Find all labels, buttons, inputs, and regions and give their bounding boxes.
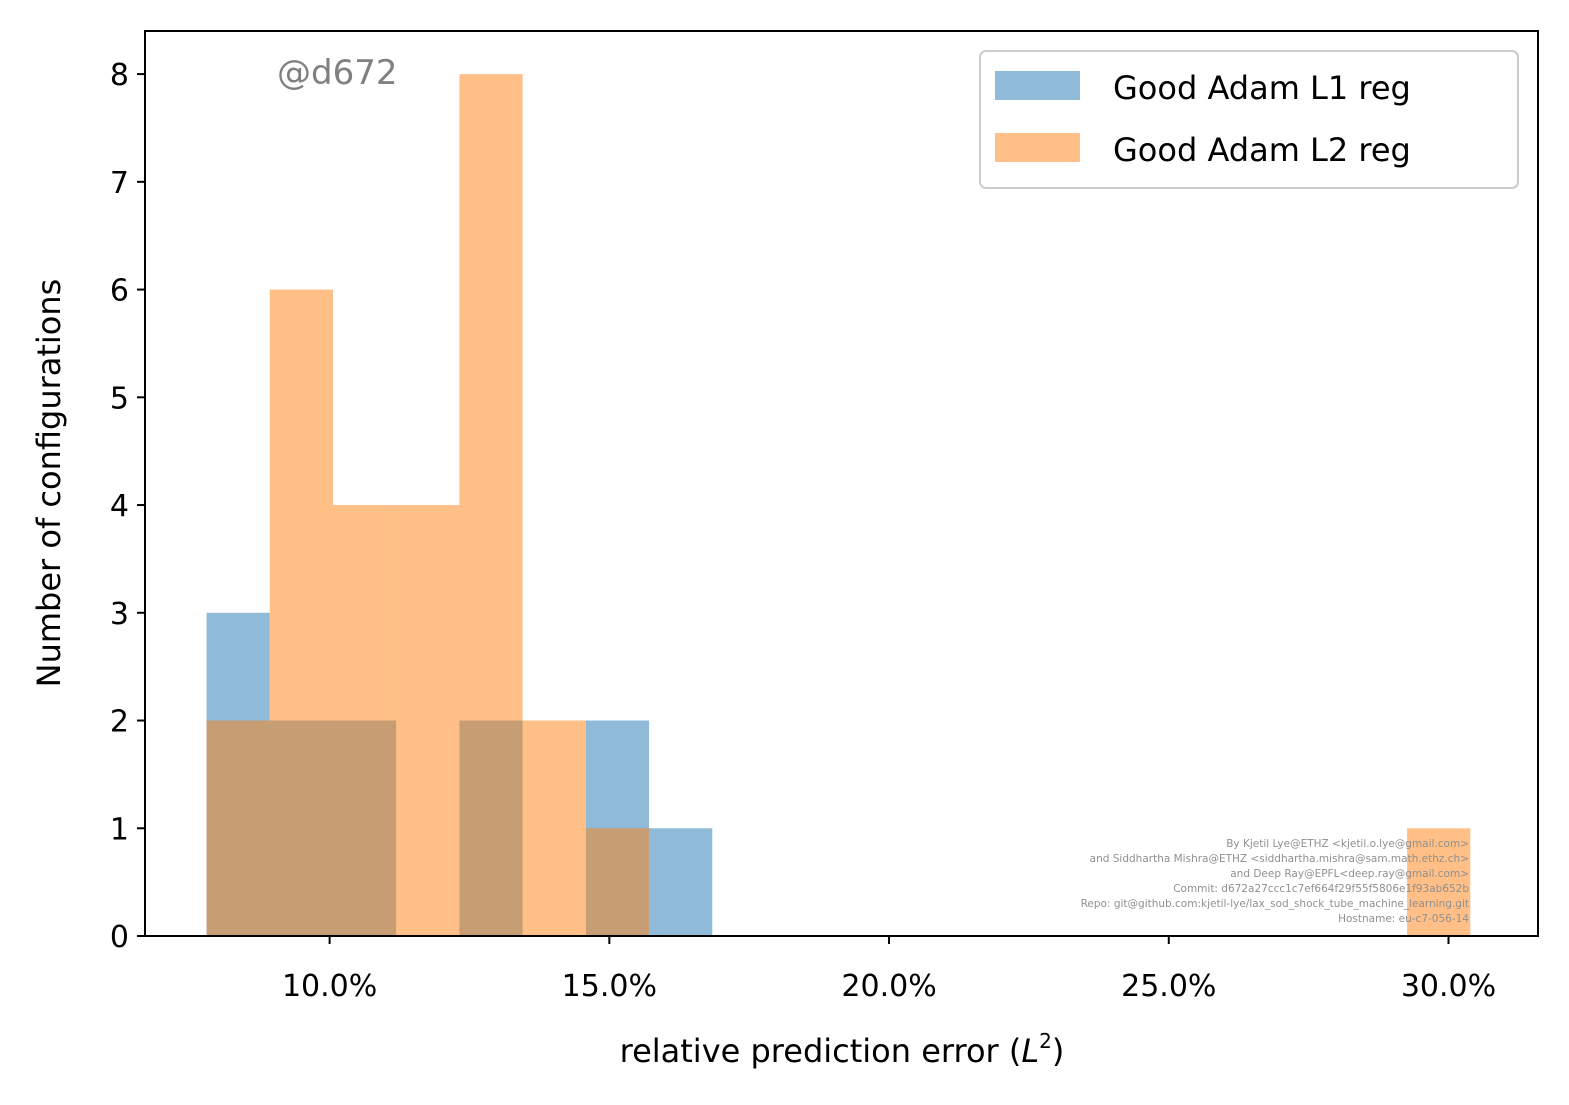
legend-swatch-l2 bbox=[995, 133, 1080, 162]
y-tick-label: 4 bbox=[110, 489, 129, 524]
y-tick-label: 0 bbox=[110, 920, 129, 955]
y-tick-label: 2 bbox=[110, 705, 129, 740]
commit-stamp: @d672 bbox=[277, 53, 397, 93]
x-tick-label: 20.0% bbox=[841, 969, 936, 1004]
y-tick-label: 7 bbox=[110, 166, 129, 201]
y-tick-label: 3 bbox=[110, 597, 129, 632]
legend-swatch-l1 bbox=[995, 71, 1080, 100]
plot-frame bbox=[144, 30, 1539, 937]
bar-series-1-bin-8 bbox=[649, 828, 713, 936]
y-axis-ticks: 0 1 2 3 4 5 6 7 8 bbox=[110, 58, 145, 955]
y-axis-label: Number of configurations bbox=[30, 279, 68, 688]
credits-block: By Kjetil Lye@ETHZ <kjetil.o.lye@gmail.c… bbox=[1081, 838, 1470, 925]
bar-series-2-bin-2 bbox=[269, 289, 333, 936]
bar-series-2-bin-3 bbox=[332, 505, 397, 936]
bar-series-2-bin-6 bbox=[522, 720, 586, 936]
y-tick-label: 6 bbox=[110, 274, 129, 309]
legend: Good Adam L1 reg Good Adam L2 reg bbox=[979, 50, 1519, 189]
x-axis-ticks: 10.0% 15.0% 20.0% 25.0% 30.0% bbox=[282, 936, 1496, 1004]
legend-label-l1: Good Adam L1 reg bbox=[1113, 69, 1411, 107]
bar-series-2-bin-8 bbox=[1407, 828, 1471, 936]
x-axis-label: relative prediction error (L2) bbox=[620, 1029, 1065, 1070]
credit-line: By Kjetil Lye@ETHZ <kjetil.o.lye@gmail.c… bbox=[1226, 838, 1469, 850]
credit-line: Repo: git@github.com:kjetil-lye/lax_sod_… bbox=[1081, 898, 1469, 910]
bar-series-2-bin-4 bbox=[396, 505, 460, 936]
y-tick-label: 8 bbox=[110, 58, 129, 93]
credit-line: Commit: d672a27ccc1c7ef664f29f55f5806e1f… bbox=[1173, 883, 1469, 895]
bar-series-2-bin-5 bbox=[459, 74, 523, 937]
credit-line: and Siddhartha Mishra@ETHZ <siddhartha.m… bbox=[1090, 853, 1469, 865]
x-tick-label: 10.0% bbox=[282, 969, 377, 1004]
credit-line: and Deep Ray@EPFL<deep.ray@gmail.com> bbox=[1230, 868, 1469, 880]
y-tick-label: 1 bbox=[110, 812, 129, 847]
histogram-bars bbox=[206, 74, 1471, 937]
bar-series-2-bin-7 bbox=[585, 828, 650, 936]
legend-box bbox=[979, 50, 1519, 189]
credit-line: Hostname: eu-c7-056-14 bbox=[1338, 913, 1469, 925]
legend-label-l2: Good Adam L2 reg bbox=[1113, 131, 1411, 169]
y-tick-label: 5 bbox=[110, 381, 129, 416]
bar-series-2-bin-1 bbox=[206, 720, 270, 936]
x-tick-label: 15.0% bbox=[562, 969, 657, 1004]
x-tick-label: 30.0% bbox=[1401, 969, 1496, 1004]
x-tick-label: 25.0% bbox=[1121, 969, 1216, 1004]
